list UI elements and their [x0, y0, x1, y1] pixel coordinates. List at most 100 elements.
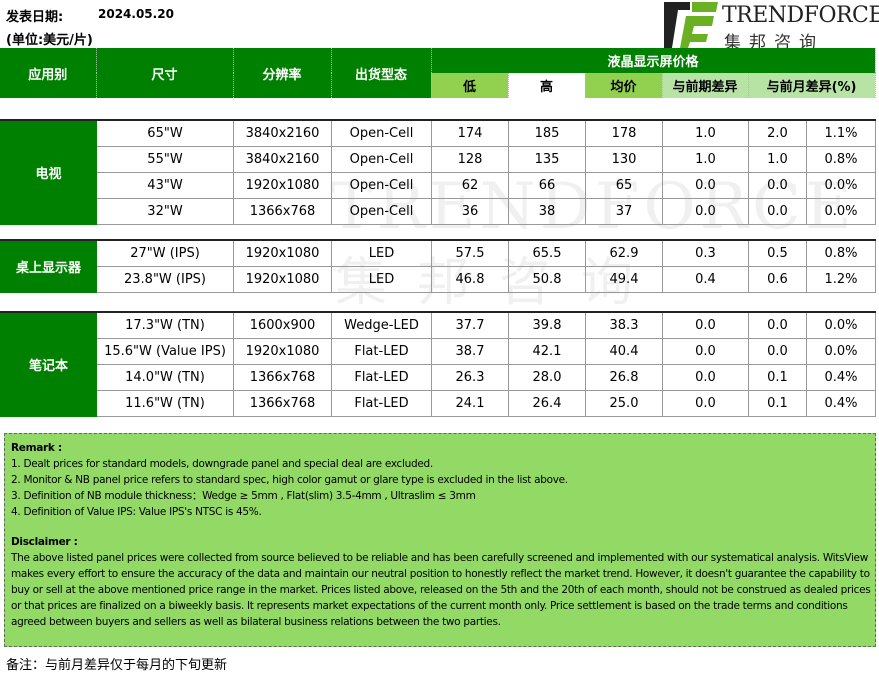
table-header: 应用别 尺寸 分辨率 出货型态 液晶显示屏价格 低 高 均价 与前期差异 与前月… [0, 48, 876, 98]
remark-title: Remark : [11, 442, 62, 454]
table-row: 15.6"W (Value IPS) 1920x1080 Flat-LED 38.7 4… [1, 338, 876, 365]
table-cell: 65.5 [508, 239, 586, 267]
table-cell: 0.0 [748, 172, 807, 199]
table-row: 23.8"W (IPS) 1920x1080 LED 46.8 50.8 49.4 0.4 0… [1, 266, 876, 293]
table-cell: 1920x1080 [233, 172, 332, 199]
table-cell: 57.5 [431, 239, 509, 267]
table-cell: 62.9 [585, 239, 663, 267]
table-row: 11.6"W (TN) 1366x768 Flat-LED 24.1 26.4 25.0 0… [1, 390, 876, 417]
table-cell: 26.8 [585, 364, 663, 391]
table-cell: 38.3 [585, 311, 663, 339]
table-cell: 65 [585, 172, 663, 199]
table-cell: 0.0 [662, 364, 749, 391]
col-avg: 均价 [585, 73, 663, 98]
table-cell: 1920x1080 [233, 266, 332, 293]
table-cell: Open-Cell [331, 198, 432, 225]
table-cell: 32"W [96, 198, 234, 225]
table-cell: 0.8% [806, 146, 876, 173]
table-cell: Open-Cell [331, 119, 432, 147]
table-cell: 0.6 [748, 266, 807, 293]
table-cell: 38 [508, 198, 586, 225]
table-cell: 1.0 [748, 146, 807, 173]
table-cell: 14.0"W (TN) [96, 364, 234, 391]
table-cell: 178 [585, 119, 663, 147]
table-row: 电视 65"W 3840x2160 Open-Cell 174 185 178 1.0 2.0 1… [0, 119, 876, 225]
table-cell: Flat-LED [331, 390, 432, 417]
logo-mark-icon [664, 2, 718, 48]
table-cell: 26.4 [508, 390, 586, 417]
table-cell: 1.0 [662, 119, 749, 147]
table-cell: 66 [508, 172, 586, 199]
table-cell: 55"W [96, 146, 234, 173]
trendforce-logo: TRENDFORCE 集邦咨询 [664, 2, 879, 53]
table-cell: 135 [508, 146, 586, 173]
table-cell: 23.8"W (IPS) [96, 266, 234, 293]
table-cell: 0.0 [748, 198, 807, 225]
table-cell: 1920x1080 [233, 239, 332, 267]
table-cell: 0.0 [662, 390, 749, 417]
table-cell: 26.3 [431, 364, 509, 391]
table-cell: 0.0 [662, 198, 749, 225]
table-cell: 174 [431, 119, 509, 147]
table-cell: 0.1 [748, 390, 807, 417]
col-high: 高 [508, 73, 586, 98]
table-row: 桌上显示器 27"W (IPS) 1920x1080 LED 57.5 65.5 62.9 0… [0, 239, 876, 293]
table-cell: 0.0 [662, 338, 749, 365]
table-cell: 1.2% [806, 266, 876, 293]
table-row: 55"W 3840x2160 Open-Cell 128 135 130 1.0 1.0 0.8… [1, 146, 876, 173]
footer-note: 备注：与前月差异仅于每月的下旬更新 [6, 658, 228, 673]
table-cell: 0.0% [806, 338, 876, 365]
table-cell: 37 [585, 198, 663, 225]
table-cell: 25.0 [585, 390, 663, 417]
table-cell: 43"W [96, 172, 234, 199]
table-cell: 1.1% [806, 119, 876, 147]
col-app: 应用别 [0, 48, 97, 98]
price-group: 桌上显示器 27"W (IPS) 1920x1080 LED 57.5 65.5 62.9 0… [0, 239, 876, 293]
table-cell: LED [331, 266, 432, 293]
price-group: 笔记本 17.3"W (TN) 1600x900 Wedge-LED 37.7 39.8 3… [0, 311, 876, 417]
col-diff-month: 与前月差异(%) [748, 73, 876, 98]
table-cell: 0.0% [806, 311, 876, 339]
table-cell: 0.4 [662, 266, 749, 293]
table-cell: 27"W (IPS) [96, 239, 234, 267]
table-cell: 0.0 [662, 172, 749, 199]
col-diff-prev: 与前期差异 [662, 73, 749, 98]
table-cell: 24.1 [431, 390, 509, 417]
col-low: 低 [431, 73, 509, 98]
table-cell: 0.8% [806, 239, 876, 267]
table-cell: 17.3"W (TN) [96, 311, 234, 339]
category-cell: 桌上显示器 [0, 239, 97, 293]
table-cell: 1366x768 [233, 390, 332, 417]
table-cell: 0.5 [748, 239, 807, 267]
table-cell: 0.1 [748, 364, 807, 391]
col-shipping: 出货型态 [331, 48, 432, 98]
logo-text: TRENDFORCE [722, 3, 879, 28]
table-cell: 185 [508, 119, 586, 147]
remark-item: 4. Definition of Value IPS: Value IPS's … [11, 506, 262, 518]
table-cell: 62 [431, 172, 509, 199]
table-row: 32"W 1366x768 Open-Cell 36 38 37 0.0 0.0 0.0% [1, 198, 876, 225]
table-cell: 1366x768 [233, 364, 332, 391]
table-row: 笔记本 17.3"W (TN) 1600x900 Wedge-LED 37.7 39.8 3… [0, 311, 876, 417]
table-cell: 46.8 [431, 266, 509, 293]
table-cell: 0.0% [806, 172, 876, 199]
remark-item: 1. Dealt prices for standard models, dow… [11, 458, 433, 470]
table-cell: 1600x900 [233, 311, 332, 339]
table-cell: 128 [431, 146, 509, 173]
date-label: 发表日期: [6, 10, 64, 25]
table-cell: 0.0 [748, 311, 807, 339]
table-cell: 40.4 [585, 338, 663, 365]
table-cell: 0.0 [662, 311, 749, 339]
table-cell: 36 [431, 198, 509, 225]
remark-box: Remark : 1. Dealt prices for standard mo… [4, 433, 876, 647]
price-group: 电视 65"W 3840x2160 Open-Cell 174 185 178 1.0 2.0 1… [0, 119, 876, 225]
table-cell: Wedge-LED [331, 311, 432, 339]
table-cell: 38.7 [431, 338, 509, 365]
category-cell: 笔记本 [0, 311, 97, 417]
table-cell: 1.0 [662, 146, 749, 173]
table-cell: 0.4% [806, 364, 876, 391]
table-cell: 49.4 [585, 266, 663, 293]
unit-label: (单位:美元/片) [6, 33, 93, 48]
publish-date: 2024.05.20 [98, 7, 174, 21]
table-cell: 37.7 [431, 311, 509, 339]
